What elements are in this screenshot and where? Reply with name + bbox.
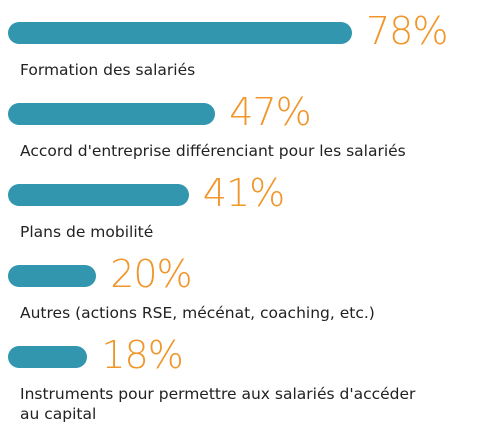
bar bbox=[8, 103, 216, 125]
value-label: 20% bbox=[110, 252, 192, 296]
category-label: Autres (actions RSE, mécénat, coaching, … bbox=[20, 304, 375, 322]
bar bbox=[8, 22, 352, 44]
category-label: Plans de mobilité bbox=[20, 223, 154, 241]
value-label: 18% bbox=[101, 333, 183, 377]
bar bbox=[8, 346, 88, 368]
bar bbox=[8, 184, 189, 206]
value-label: 41% bbox=[202, 171, 285, 215]
value-label: 47% bbox=[229, 90, 311, 134]
bar bbox=[8, 265, 97, 287]
category-label: Accord d'entreprise différenciant pour l… bbox=[20, 142, 406, 160]
category-label: Formation des salariés bbox=[20, 61, 196, 79]
category-label: Instruments pour permettre aux salariés … bbox=[20, 385, 416, 423]
value-label: 78% bbox=[365, 9, 448, 53]
